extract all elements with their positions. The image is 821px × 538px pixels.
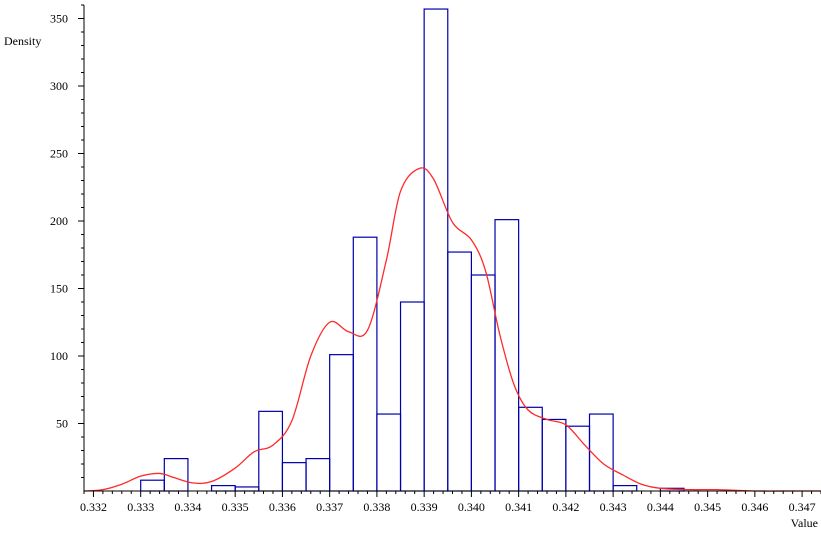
y-tick-label: 100	[50, 349, 68, 363]
x-tick-label: 0.335	[222, 500, 249, 514]
histogram-bar	[376, 413, 402, 492]
x-tick-label: 0.341	[505, 500, 532, 514]
histogram-bar	[518, 406, 543, 492]
x-tick-label: 0.340	[458, 500, 485, 514]
x-tick-label: 0.337	[316, 500, 343, 514]
histogram-bar	[234, 486, 260, 492]
histogram-bar	[352, 236, 378, 492]
histogram-bar	[588, 413, 614, 492]
bars-layer	[140, 8, 685, 492]
histogram-bar	[305, 458, 331, 492]
histogram-bar	[140, 479, 165, 492]
axes-layer	[83, 5, 821, 492]
histogram-bar	[258, 410, 284, 492]
histogram-bar	[494, 219, 520, 492]
x-tick-label: 0.332	[80, 500, 107, 514]
x-tick-label: 0.334	[174, 500, 201, 514]
histogram-bar	[612, 485, 638, 492]
histogram-bar	[423, 8, 449, 492]
y-tick-label: 150	[50, 282, 68, 296]
x-tick-label: 0.339	[411, 500, 438, 514]
x-tick-label: 0.343	[600, 500, 627, 514]
y-tick-label: 300	[50, 79, 68, 93]
histogram-bar	[399, 301, 425, 492]
x-tick-label: 0.338	[363, 500, 390, 514]
y-axis-label: Density	[4, 34, 41, 48]
density-curve-layer	[83, 167, 821, 492]
histogram-bar	[281, 462, 307, 492]
x-tick-label: 0.336	[269, 500, 296, 514]
histogram-bar	[210, 485, 236, 492]
x-tick-label: 0.342	[552, 500, 579, 514]
x-tick-label: 0.333	[127, 500, 154, 514]
histogram-bar	[541, 418, 567, 492]
y-tick-label: 200	[50, 214, 68, 228]
y-tick-label: 250	[50, 147, 68, 161]
x-axis-label: Value	[791, 516, 818, 530]
y-tick-label: 350	[50, 12, 68, 26]
ticks-layer: 0.332 0.333 0.334 0.335 0.336 0.337 0.338 0.339…	[50, 4, 821, 514]
histogram-bar	[447, 251, 472, 492]
histogram-bar	[470, 274, 496, 492]
x-tick-label: 0.346	[741, 500, 768, 514]
x-tick-label: 0.347	[789, 500, 816, 514]
histogram-bar	[329, 354, 354, 492]
x-tick-label: 0.344	[647, 500, 674, 514]
histogram-bar	[565, 425, 591, 492]
density-curve-line	[83, 167, 821, 492]
x-tick-label: 0.345	[694, 500, 721, 514]
y-tick-label: 50	[56, 417, 68, 431]
